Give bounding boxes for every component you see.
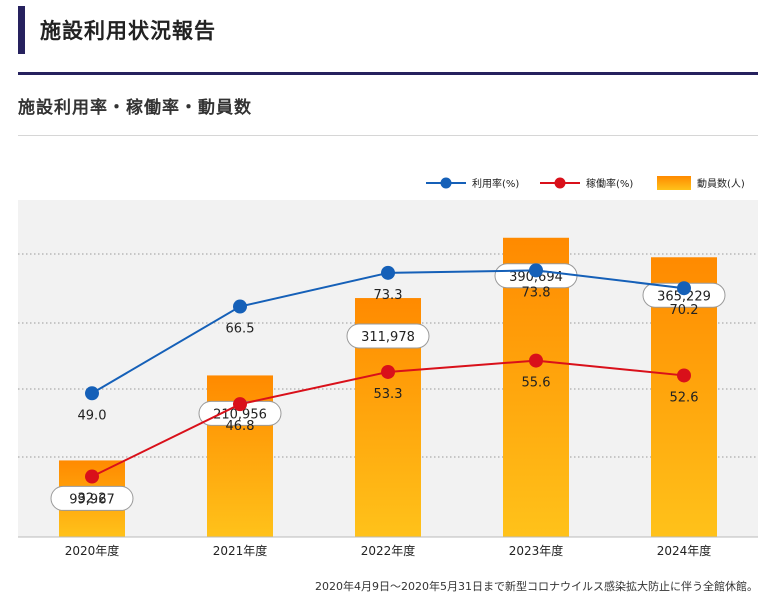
legend-marker-utilization — [440, 177, 452, 189]
x-tick-label: 2023年度 — [509, 543, 564, 558]
series-point — [677, 368, 691, 383]
series-point — [529, 263, 543, 278]
series-point — [85, 386, 99, 401]
line-data-label: 52.6 — [670, 390, 699, 405]
footnote: 2020年4月9日～2020年5月31日まで新型コロナウイルス感染拡大防止に伴う… — [315, 580, 758, 593]
legend-marker-operation — [554, 177, 566, 189]
line-data-label: 66.5 — [226, 322, 255, 337]
series-point — [233, 397, 247, 412]
series-point — [233, 299, 247, 314]
line-data-label: 32.2 — [78, 492, 107, 507]
x-tick-label: 2024年度 — [657, 543, 712, 558]
legend-swatch-visitors — [657, 176, 691, 190]
line-data-label: 73.3 — [374, 288, 403, 303]
x-tick-label: 2022年度 — [361, 543, 416, 558]
page-title: 施設利用状況報告 — [40, 19, 216, 43]
section-divider — [18, 135, 758, 136]
line-data-label: 55.6 — [522, 376, 551, 391]
line-data-label: 49.0 — [78, 408, 107, 423]
series-point — [85, 469, 99, 484]
line-data-label: 73.8 — [522, 285, 551, 300]
bar-label-box — [50, 485, 134, 511]
header-divider — [18, 72, 758, 75]
series-point — [381, 265, 395, 280]
series-point — [381, 364, 395, 379]
bar-data-label: 311,978 — [361, 330, 415, 345]
header-accent-bar — [18, 6, 25, 54]
legend-label: 動員数(人) — [697, 177, 745, 190]
bar-data-label: 365,229 — [657, 289, 711, 304]
series-point — [529, 353, 543, 368]
bar-data-label: 99,967 — [69, 492, 115, 507]
page-header: 施設利用状況報告 — [18, 6, 758, 54]
series-point — [677, 281, 691, 296]
legend-label: 稼働率(%) — [586, 177, 633, 190]
line-data-label: 70.2 — [670, 303, 699, 318]
section-title: 施設利用率・稼働率・動員数 — [18, 98, 252, 118]
x-tick-label: 2020年度 — [65, 543, 120, 558]
x-tick-label: 2021年度 — [213, 543, 268, 558]
legend-label: 利用率(%) — [472, 177, 519, 190]
line-data-label: 46.8 — [226, 419, 255, 434]
line-data-label: 53.3 — [374, 387, 403, 402]
bar-label-box — [346, 323, 430, 349]
